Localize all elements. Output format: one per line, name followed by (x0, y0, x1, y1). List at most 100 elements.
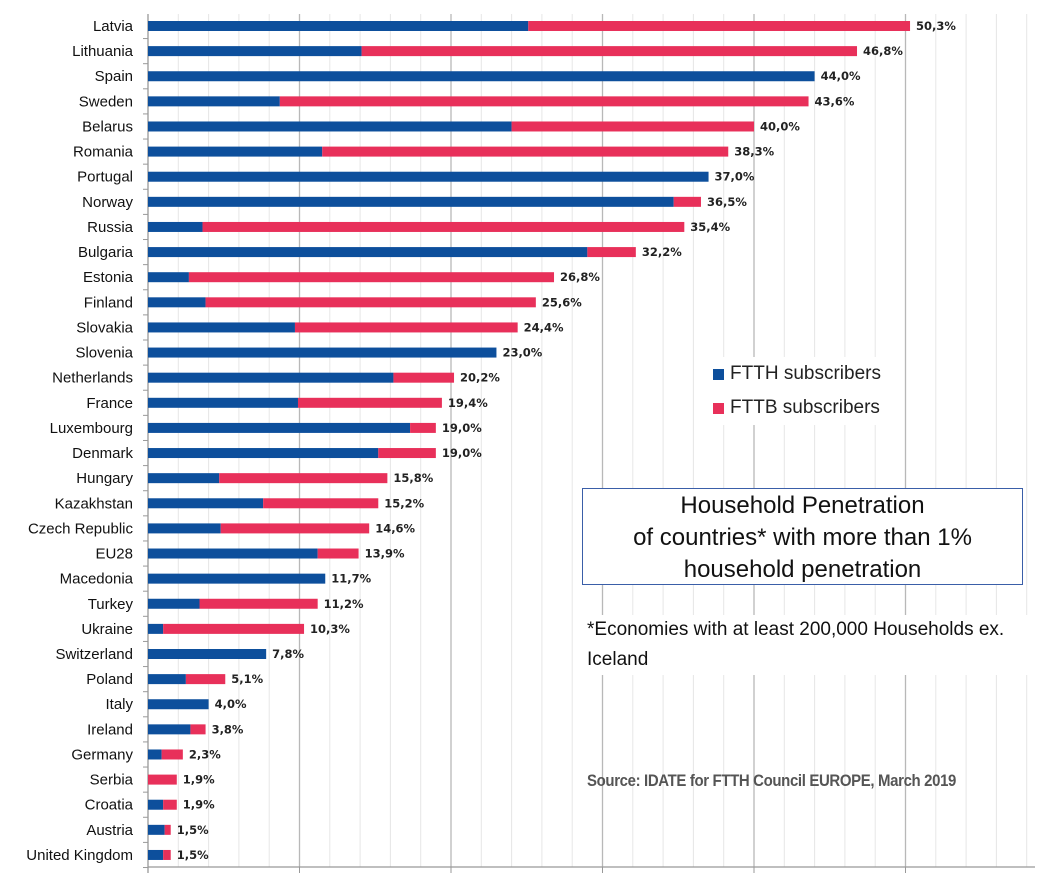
bar-ftth (148, 347, 497, 358)
bar-fttb (219, 473, 388, 484)
data-label: 13,9% (365, 547, 405, 561)
chart-title: Household Penetration of countries* with … (582, 488, 1023, 585)
bar-ftth (148, 749, 162, 760)
data-label: 3,8% (212, 722, 244, 736)
bar-fttb (163, 623, 305, 634)
bar-ftth (148, 96, 280, 107)
legend-item-fttb: FTTB subscribers (713, 391, 881, 425)
data-label: 2,3% (189, 747, 221, 761)
category-label: Hungary (76, 470, 133, 487)
category-label: Estonia (83, 269, 134, 286)
bar-fttb (202, 221, 685, 232)
bar-ftth (148, 724, 191, 735)
data-label: 24,4% (524, 320, 564, 334)
data-label: 1,5% (177, 823, 209, 837)
bar-ftth (148, 849, 164, 860)
bar-fttb (587, 247, 636, 258)
data-label: 15,8% (393, 471, 433, 485)
category-label: Kazakhstan (55, 495, 133, 512)
category-label: Czech Republic (28, 520, 134, 537)
category-label: Poland (86, 671, 133, 688)
category-label: Norway (82, 194, 133, 211)
bar-ftth (148, 523, 221, 534)
data-label: 43,6% (815, 94, 855, 108)
bar-fttb (188, 272, 555, 283)
data-label: 4,0% (215, 697, 247, 711)
bar-ftth (148, 498, 264, 509)
bar-ftth (148, 21, 529, 31)
category-label: Turkey (88, 596, 134, 613)
category-label: Finland (84, 294, 133, 311)
bar-ftth (148, 196, 674, 207)
bar-fttb (673, 196, 701, 207)
data-label: 26,8% (560, 270, 600, 284)
bar-fttb (190, 724, 206, 735)
bar-ftth (148, 548, 318, 559)
data-label: 7,8% (272, 647, 304, 661)
category-label: Denmark (72, 445, 133, 462)
bar-fttb (185, 674, 226, 685)
category-label: Switzerland (55, 646, 133, 663)
legend-item-ftth: FTTH subscribers (713, 357, 881, 391)
bar-fttb (322, 146, 729, 157)
bar-ftth (148, 824, 165, 835)
bar-fttb (263, 498, 379, 509)
category-label: Sweden (79, 93, 133, 110)
data-label: 44,0% (821, 69, 861, 83)
bar-ftth (148, 146, 323, 157)
bar-fttb (164, 824, 171, 835)
bar-fttb (161, 749, 183, 760)
legend-label-ftth: FTTH subscribers (730, 363, 881, 384)
data-label: 19,4% (448, 396, 488, 410)
data-label: 15,2% (384, 496, 424, 510)
category-label: Portugal (77, 169, 133, 186)
data-label: 38,3% (734, 145, 774, 159)
bar-ftth (148, 473, 220, 484)
data-label: 23,0% (502, 346, 542, 360)
bar-fttb (297, 397, 442, 408)
bar-fttb (294, 322, 518, 333)
category-label: Italy (105, 696, 133, 713)
legend-label-fttb: FTTB subscribers (730, 397, 880, 418)
bar-ftth (148, 422, 411, 433)
legend-swatch-fttb (713, 402, 724, 414)
data-label: 32,2% (642, 245, 682, 259)
data-label: 37,0% (715, 170, 755, 184)
bar-fttb (317, 548, 359, 559)
bar-fttb (163, 849, 171, 860)
data-label: 5,1% (231, 672, 263, 686)
data-label: 25,6% (542, 295, 582, 309)
data-label: 19,0% (442, 421, 482, 435)
bar-ftth (148, 623, 164, 634)
bar-fttb (220, 523, 370, 534)
bar-ftth (148, 297, 206, 308)
bar-ftth (148, 674, 186, 685)
bar-ftth (148, 71, 815, 82)
category-label: Slovakia (76, 319, 133, 336)
category-label: France (86, 395, 133, 412)
bar-fttb (199, 598, 318, 609)
data-label: 19,0% (442, 446, 482, 460)
bar-ftth (148, 221, 203, 232)
bar-fttb (511, 121, 754, 132)
data-label: 46,8% (863, 44, 903, 58)
category-label: Slovenia (75, 345, 133, 362)
bar-ftth (148, 46, 362, 57)
footnote: *Economies with at least 200,000 Househo… (587, 615, 1039, 675)
bar-ftth (148, 598, 200, 609)
data-label: 35,4% (690, 220, 730, 234)
bar-ftth (148, 121, 512, 132)
category-label: Luxembourg (50, 420, 133, 437)
data-label: 14,6% (375, 521, 415, 535)
category-label: Latvia (93, 18, 134, 35)
data-label: 40,0% (760, 119, 800, 133)
bar-ftth (148, 322, 295, 333)
bar-ftth (148, 247, 588, 258)
bar-ftth (148, 372, 394, 383)
category-label: Croatia (85, 797, 134, 814)
bar-fttb (148, 774, 177, 785)
bar-fttb (205, 297, 536, 308)
bar-fttb (378, 448, 436, 459)
category-label: Macedonia (60, 571, 134, 588)
